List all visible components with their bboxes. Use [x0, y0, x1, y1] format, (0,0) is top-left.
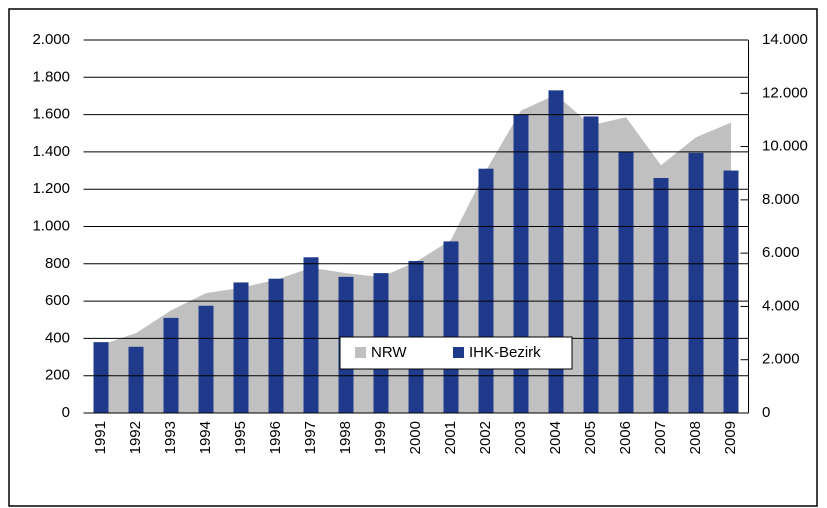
bar [723, 170, 739, 413]
bar [303, 257, 319, 413]
bar [688, 152, 704, 413]
x-tick-label: 2007 [652, 421, 669, 454]
x-tick-label: 1995 [232, 421, 249, 454]
y2-tick-label: 2.000 [762, 351, 800, 368]
y2-tick-label: 14.000 [762, 31, 808, 48]
x-tick-label: 2002 [477, 421, 494, 454]
y-tick-label: 1.600 [32, 106, 70, 123]
y-tick-label: 0 [62, 404, 70, 421]
bar [163, 317, 179, 413]
bar [618, 151, 634, 413]
x-tick-label: 2008 [687, 421, 704, 454]
x-tick-label: 1996 [267, 421, 284, 454]
y2-tick-label: 0 [762, 404, 770, 421]
y-tick-label: 2.000 [32, 31, 70, 48]
x-tick-label: 2003 [512, 421, 529, 454]
legend-swatch [453, 347, 464, 358]
y-tick-label: 1.400 [32, 143, 70, 160]
area-layer [101, 94, 731, 413]
x-tick-label: 2000 [407, 421, 424, 454]
x-tick-label: 1998 [337, 421, 354, 454]
x-tick-label: 1993 [162, 421, 179, 454]
x-tick-label: 1999 [372, 421, 389, 454]
x-tick-label: 2001 [442, 421, 459, 454]
y2-tick-label: 8.000 [762, 191, 800, 208]
bar [233, 282, 249, 413]
y-tick-label: 1.000 [32, 217, 70, 234]
y-tick-label: 1.200 [32, 180, 70, 197]
y-tick-label: 200 [45, 367, 70, 384]
bar [93, 342, 109, 413]
area [101, 94, 731, 413]
y-tick-label: 1.800 [32, 68, 70, 85]
x-tick-label: 1992 [127, 421, 144, 454]
x-tick-label: 1991 [92, 421, 109, 454]
x-tick-label: 2005 [582, 421, 599, 454]
x-tick-label: 2009 [722, 421, 739, 454]
grid-layer [83, 39, 749, 414]
y-tick-label: 400 [45, 329, 70, 346]
y2-tick-label: 12.000 [762, 84, 808, 101]
x-tick-label: 1997 [302, 421, 319, 454]
bar [583, 116, 599, 413]
y2-tick-label: 10.000 [762, 138, 808, 155]
bar [128, 346, 144, 413]
x-tick-label: 1994 [197, 421, 214, 454]
bar [443, 241, 459, 413]
bar [268, 278, 284, 413]
legend: NRW IHK-Bezirk [339, 336, 573, 370]
legend-swatch [355, 347, 366, 358]
x-tick-label: 2004 [547, 421, 564, 454]
bar [478, 168, 494, 413]
y2-tick-label: 4.000 [762, 297, 800, 314]
x-tick-label: 2006 [617, 421, 634, 454]
y-tick-label: 600 [45, 292, 70, 309]
bar [198, 305, 214, 413]
legend-label: NRW [371, 344, 407, 361]
legend-label: IHK-Bezirk [469, 344, 541, 361]
y2-tick-label: 6.000 [762, 244, 800, 261]
y-tick-label: 800 [45, 255, 70, 272]
bar [653, 178, 669, 413]
bar [548, 90, 564, 413]
